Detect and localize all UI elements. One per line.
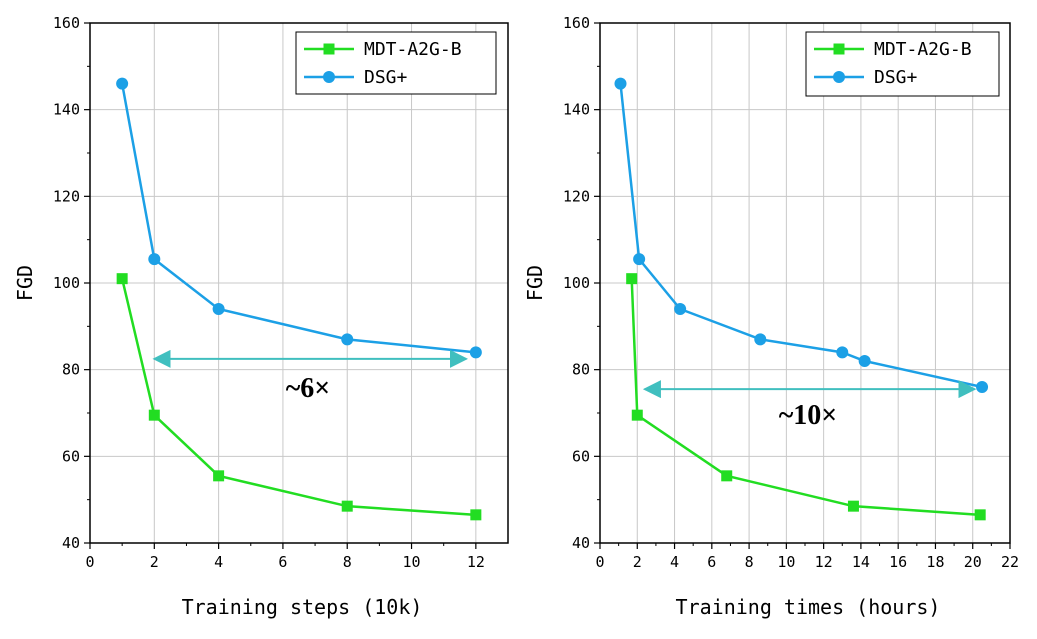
x-tick-label: 22 <box>1001 553 1019 571</box>
data-point <box>626 273 638 285</box>
data-point <box>633 253 646 266</box>
data-point <box>212 303 225 315</box>
y-axis-label: FGD <box>523 265 547 301</box>
data-point <box>116 273 128 285</box>
x-tick-label: 18 <box>926 553 944 571</box>
data-point <box>148 409 160 421</box>
data-point <box>614 77 627 90</box>
legend-marker <box>323 71 335 83</box>
speedup-annotation: ~10× <box>642 380 977 431</box>
speedup-label: ~10× <box>779 400 838 431</box>
legend-marker <box>833 43 845 55</box>
legend-marker <box>323 43 335 55</box>
y-tick-label: 40 <box>62 534 80 552</box>
legend-label: MDT-A2G-B <box>874 39 972 60</box>
y-tick-label: 140 <box>563 101 590 119</box>
chart-1: 0 2 4 6 8 10 12 40 60 80 100 120 140 160 Training step… <box>13 14 509 619</box>
legend-label: DSG+ <box>364 67 408 88</box>
data-point <box>470 509 482 521</box>
x-tick-label: 20 <box>964 553 982 571</box>
data-point <box>116 77 129 90</box>
legend-marker <box>833 71 845 83</box>
legend: MDT-A2G-B DSG+ <box>805 31 1000 97</box>
series-line <box>120 83 476 354</box>
axis-ticks: 0 2 4 6 8 10 12 40 60 80 100 120 140 160 <box>53 14 485 571</box>
legend-box <box>805 31 1000 97</box>
x-tick-label: 10 <box>403 553 421 571</box>
speedup-label: ~6× <box>286 373 331 404</box>
x-tick-label: 4 <box>214 553 223 571</box>
x-tick-label: 8 <box>343 553 352 571</box>
series-dsg- <box>116 77 482 359</box>
legend-box <box>295 31 497 95</box>
legend-item: MDT-A2G-B <box>304 39 462 60</box>
x-tick-label: 12 <box>467 553 485 571</box>
legend-item: DSG+ <box>814 67 918 88</box>
x-tick-label: 12 <box>815 553 833 571</box>
chart-2: 0 2 4 6 8 10 12 14 16 18 20 22 40 60 80 100 120 140 160 Tra… <box>523 14 1019 619</box>
y-tick-label: 100 <box>563 274 590 292</box>
x-tick-label: 0 <box>595 553 604 571</box>
data-point <box>754 333 767 346</box>
speedup-annotation: ~6× <box>152 349 469 404</box>
series-line <box>630 278 981 517</box>
series-mdt-a2g-b <box>116 273 482 521</box>
legend-item: MDT-A2G-B <box>814 39 972 60</box>
y-tick-label: 60 <box>572 447 590 465</box>
data-point <box>858 355 871 367</box>
data-point <box>847 500 859 512</box>
grid <box>600 23 1011 543</box>
y-axis-label: FGD <box>13 265 37 301</box>
x-tick-label: 6 <box>707 553 716 571</box>
y-tick-label: 80 <box>62 361 80 379</box>
x-tick-label: 16 <box>889 553 907 571</box>
series-mdt-a2g-b <box>626 273 986 521</box>
x-tick-label: 6 <box>278 553 287 571</box>
x-tick-label: 0 <box>85 553 94 571</box>
grid <box>90 23 508 543</box>
data-point <box>341 333 354 346</box>
y-tick-label: 60 <box>62 447 80 465</box>
data-point <box>148 253 161 266</box>
x-tick-label: 2 <box>633 553 642 571</box>
x-tick-label: 10 <box>777 553 795 571</box>
y-tick-label: 160 <box>53 14 80 32</box>
x-tick-label: 8 <box>745 553 754 571</box>
data-point <box>213 470 225 482</box>
data-point <box>721 470 733 482</box>
axis-ticks: 0 2 4 6 8 10 12 14 16 18 20 22 40 60 80 100 120 140 160 <box>563 14 1019 571</box>
data-point <box>341 500 353 512</box>
y-tick-label: 100 <box>53 274 80 292</box>
data-point <box>836 346 849 359</box>
y-tick-label: 120 <box>563 187 590 205</box>
data-point <box>974 509 986 521</box>
data-point <box>631 409 643 421</box>
x-axis-label: Training steps (10k) <box>182 595 423 619</box>
legend-label: DSG+ <box>874 67 918 88</box>
y-tick-label: 120 <box>53 187 80 205</box>
x-axis-label: Training times (hours) <box>676 595 941 619</box>
x-tick-label: 2 <box>150 553 159 571</box>
legend-item: DSG+ <box>304 67 408 88</box>
legend: MDT-A2G-B DSG+ <box>295 31 497 95</box>
data-point <box>976 381 989 393</box>
y-tick-label: 40 <box>572 534 590 552</box>
x-tick-label: 4 <box>670 553 679 571</box>
series-dsg- <box>614 77 989 393</box>
data-point <box>469 346 482 359</box>
x-tick-label: 14 <box>852 553 870 571</box>
y-tick-label: 140 <box>53 101 80 119</box>
data-point <box>674 303 687 315</box>
legend-label: MDT-A2G-B <box>364 39 462 60</box>
y-tick-label: 80 <box>572 361 590 379</box>
y-tick-label: 160 <box>563 14 590 32</box>
